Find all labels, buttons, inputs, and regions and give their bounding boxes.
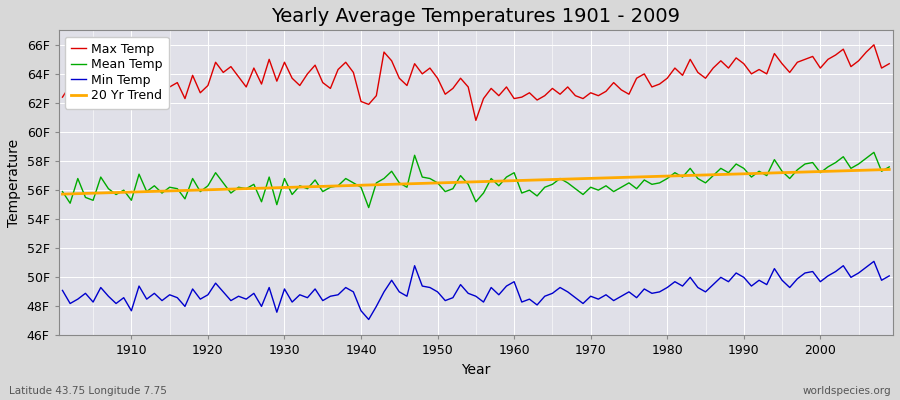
Max Temp — [517, 95, 527, 100]
Mean Temp — [868, 150, 879, 155]
Max Temp — [884, 61, 895, 66]
X-axis label: Year: Year — [461, 363, 491, 377]
Legend: Max Temp, Mean Temp, Min Temp, 20 Yr Trend: Max Temp, Mean Temp, Min Temp, 20 Yr Tre… — [65, 36, 169, 108]
Max Temp — [471, 118, 482, 123]
Y-axis label: Temperature: Temperature — [7, 139, 21, 227]
Max Temp — [333, 67, 344, 72]
Text: worldspecies.org: worldspecies.org — [803, 386, 891, 396]
Max Temp — [608, 80, 619, 85]
Max Temp — [118, 86, 129, 91]
Mean Temp — [57, 189, 68, 194]
Min Temp — [333, 292, 344, 297]
Min Temp — [884, 274, 895, 278]
Max Temp — [57, 95, 68, 100]
Min Temp — [287, 300, 298, 304]
Line: Min Temp: Min Temp — [62, 261, 889, 320]
Min Temp — [364, 317, 374, 322]
Max Temp — [287, 76, 298, 81]
Min Temp — [57, 288, 68, 293]
Max Temp — [868, 42, 879, 47]
Min Temp — [517, 300, 527, 304]
Mean Temp — [333, 183, 344, 188]
Text: Latitude 43.75 Longitude 7.75: Latitude 43.75 Longitude 7.75 — [9, 386, 166, 396]
Title: Yearly Average Temperatures 1901 - 2009: Yearly Average Temperatures 1901 - 2009 — [272, 7, 680, 26]
Line: Mean Temp: Mean Temp — [62, 152, 889, 208]
Mean Temp — [608, 189, 619, 194]
Mean Temp — [517, 191, 527, 196]
Min Temp — [508, 279, 519, 284]
Mean Temp — [508, 170, 519, 175]
Max Temp — [508, 96, 519, 101]
Mean Temp — [364, 205, 374, 210]
Min Temp — [118, 295, 129, 300]
Mean Temp — [118, 188, 129, 192]
Min Temp — [868, 259, 879, 264]
Min Temp — [608, 298, 619, 303]
Mean Temp — [884, 164, 895, 169]
Mean Temp — [287, 192, 298, 197]
Line: Max Temp: Max Temp — [62, 45, 889, 120]
